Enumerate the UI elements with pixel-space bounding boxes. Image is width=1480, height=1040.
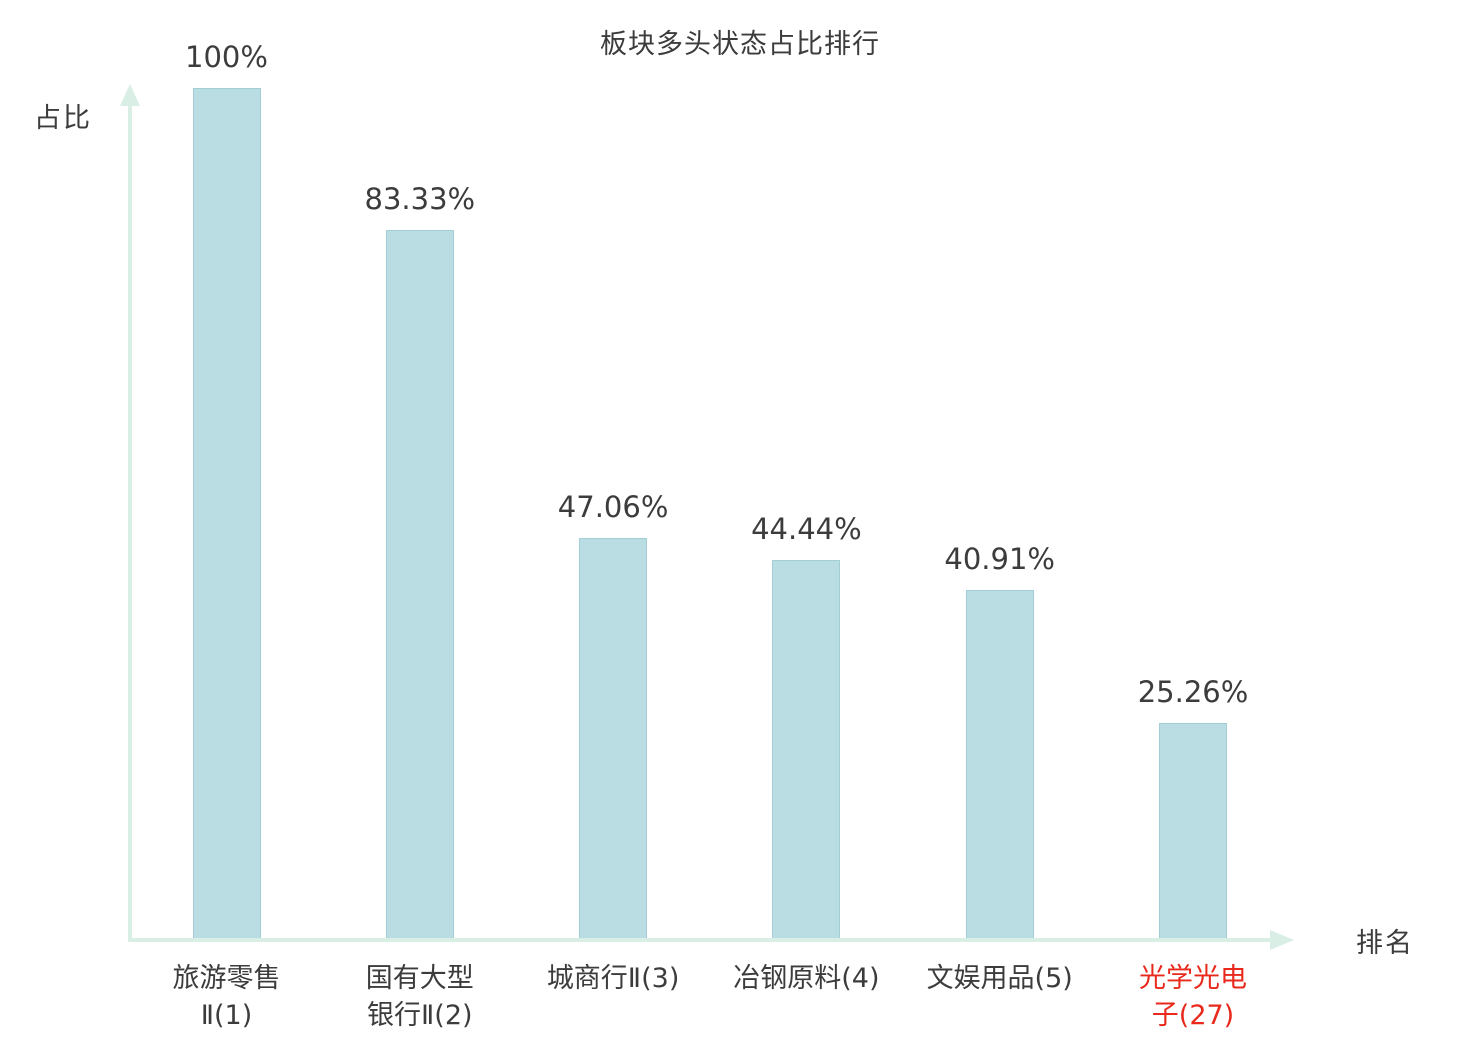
category-label-line: 旅游零售 <box>172 963 281 994</box>
category-label: 文娱用品(5) <box>868 960 1132 997</box>
bar-3 <box>579 537 648 938</box>
category-label: 国有大型银行Ⅱ(2) <box>288 960 552 1034</box>
category-label-line: 冶钢原料(4) <box>733 963 880 994</box>
bar-value-label: 25.26% <box>1137 675 1249 710</box>
bar-value-label: 100% <box>185 40 268 74</box>
bar-value-label: 40.91% <box>944 542 1055 577</box>
category-label-line: 城商行Ⅱ(3) <box>546 963 680 994</box>
category-label: 光学光电子(27) <box>1061 960 1325 1034</box>
category-label: 城商行Ⅱ(3) <box>481 960 745 997</box>
category-label-line: 光学光电 <box>1139 963 1247 994</box>
bar-6 <box>1159 723 1227 938</box>
bar-value-label: 83.33% <box>364 181 476 216</box>
category-label-line: 子(27) <box>1151 1000 1235 1031</box>
bar-1 <box>192 88 261 938</box>
x-axis-label: 排名 <box>1356 928 1414 959</box>
x-axis-arrow-icon <box>1270 930 1294 950</box>
category-label-line: 文娱用品(5) <box>926 963 1073 994</box>
category-label: 旅游零售 Ⅱ(1) <box>95 960 359 1034</box>
bar-value-label: 44.44% <box>751 512 862 547</box>
chart-title: 板块多头状态占比排行 <box>600 29 880 60</box>
y-axis-arrow-icon <box>120 84 140 106</box>
category-label-line: Ⅱ(1) <box>200 1000 253 1031</box>
y-axis-label: 占比 <box>34 103 92 134</box>
bar-value-label: 47.06% <box>557 489 669 524</box>
bar-5 <box>965 590 1034 938</box>
bar-4 <box>772 560 841 938</box>
category-label-line: 银行Ⅱ(2) <box>367 1000 473 1031</box>
category-label: 冶钢原料(4) <box>674 960 938 997</box>
bar-2 <box>385 229 454 938</box>
category-label-line: 国有大型 <box>365 963 474 994</box>
